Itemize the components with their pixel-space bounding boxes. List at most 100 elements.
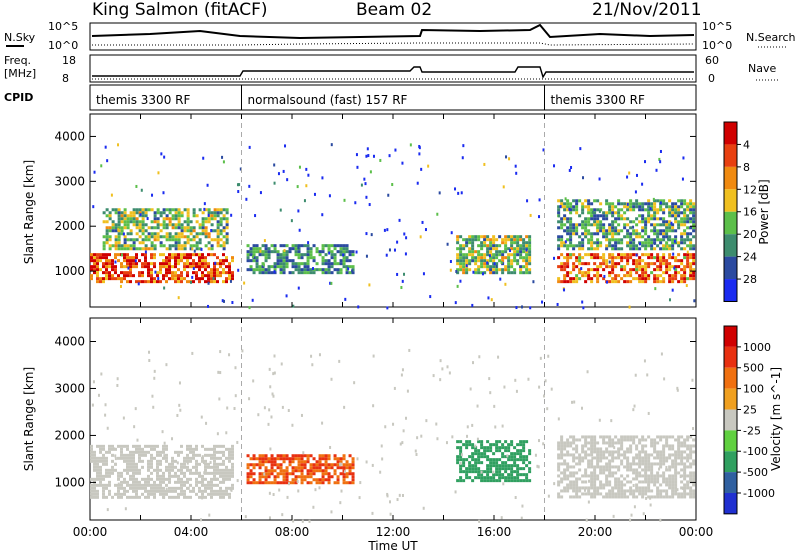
data-cell: [145, 214, 148, 217]
data-cell: [118, 217, 121, 220]
speckle-cell: [447, 365, 449, 368]
data-cell: [566, 253, 569, 256]
data-cell: [510, 253, 513, 256]
data-cell: [629, 447, 632, 450]
speckle-cell: [535, 454, 537, 457]
data-cell: [171, 496, 174, 499]
speckle-cell: [286, 178, 288, 181]
data-cell: [247, 250, 250, 253]
data-cell: [614, 241, 617, 244]
data-cell: [228, 274, 231, 277]
data-cell: [193, 229, 196, 232]
data-cell: [123, 259, 126, 262]
data-cell: [292, 481, 295, 484]
data-cell: [671, 274, 674, 277]
data-cell: [683, 253, 686, 256]
data-region: [456, 235, 531, 274]
speckle-cell: [200, 518, 202, 521]
data-cell: [656, 235, 659, 238]
data-cell: [659, 474, 662, 477]
data-cell: [319, 454, 322, 457]
data-cell: [560, 262, 563, 265]
data-cell: [334, 259, 337, 262]
data-cell: [459, 250, 462, 253]
data-cell: [334, 268, 337, 271]
speckle-cell: [365, 196, 367, 199]
data-cell: [307, 250, 310, 253]
speckle-cell: [115, 457, 117, 460]
data-cell: [172, 226, 175, 229]
data-cell: [596, 229, 599, 232]
data-cell: [572, 438, 575, 441]
data-cell: [174, 262, 177, 265]
data-cell: [590, 241, 593, 244]
data-cell: [108, 451, 111, 454]
data-cell: [566, 259, 569, 262]
data-cell: [172, 214, 175, 217]
data-cell: [174, 280, 177, 283]
data-cell: [153, 484, 156, 487]
data-cell: [102, 496, 105, 499]
data-cell: [201, 478, 204, 481]
data-cell: [156, 475, 159, 478]
data-cell: [207, 487, 210, 490]
colorbar-tick-label: 24: [743, 251, 757, 264]
data-cell: [516, 235, 519, 238]
data-cell: [599, 241, 602, 244]
data-cell: [647, 199, 650, 202]
speckle-cell: [504, 283, 506, 286]
data-cell: [689, 220, 692, 223]
data-cell: [93, 256, 96, 259]
data-cell: [328, 454, 331, 457]
speckle-cell: [644, 160, 646, 163]
data-cell: [102, 484, 105, 487]
data-cell: [614, 465, 617, 468]
data-cell: [620, 229, 623, 232]
data-cell: [641, 450, 644, 453]
data-cell: [653, 256, 656, 259]
data-cell: [611, 489, 614, 492]
speckle-cell: [223, 160, 225, 163]
data-cell: [168, 268, 171, 271]
data-cell: [689, 244, 692, 247]
speckle-cell: [133, 425, 135, 428]
data-cell: [489, 446, 492, 449]
speckle-cell: [353, 381, 355, 384]
data-cell: [165, 460, 168, 463]
data-cell: [120, 451, 123, 454]
data-cell: [590, 214, 593, 217]
data-cell: [217, 241, 220, 244]
data-cell: [596, 492, 599, 495]
speckle-cell: [449, 371, 451, 374]
data-cell: [96, 445, 99, 448]
data-cell: [127, 226, 130, 229]
data-cell: [510, 455, 513, 458]
data-cell: [126, 484, 129, 487]
data-cell: [528, 271, 531, 274]
data-cell: [692, 247, 695, 250]
data-cell: [292, 478, 295, 481]
data-cell: [286, 469, 289, 472]
data-cell: [121, 229, 124, 232]
data-cell: [316, 469, 319, 472]
noise-bottom-tick: 10^0: [48, 39, 78, 52]
speckle-cell: [104, 414, 106, 417]
data-cell: [120, 262, 123, 265]
data-cell: [213, 457, 216, 460]
data-cell: [346, 481, 349, 484]
data-cell: [522, 455, 525, 458]
data-cell: [635, 265, 638, 268]
data-cell: [217, 238, 220, 241]
data-cell: [337, 244, 340, 247]
data-cell: [474, 238, 477, 241]
data-cell: [560, 480, 563, 483]
data-cell: [656, 223, 659, 226]
speckle-cell: [269, 492, 271, 495]
data-cell: [480, 235, 483, 238]
data-cell: [632, 495, 635, 498]
data-cell: [620, 453, 623, 456]
data-cell: [665, 268, 668, 271]
data-cell: [120, 277, 123, 280]
data-cell: [174, 259, 177, 262]
data-cell: [519, 256, 522, 259]
